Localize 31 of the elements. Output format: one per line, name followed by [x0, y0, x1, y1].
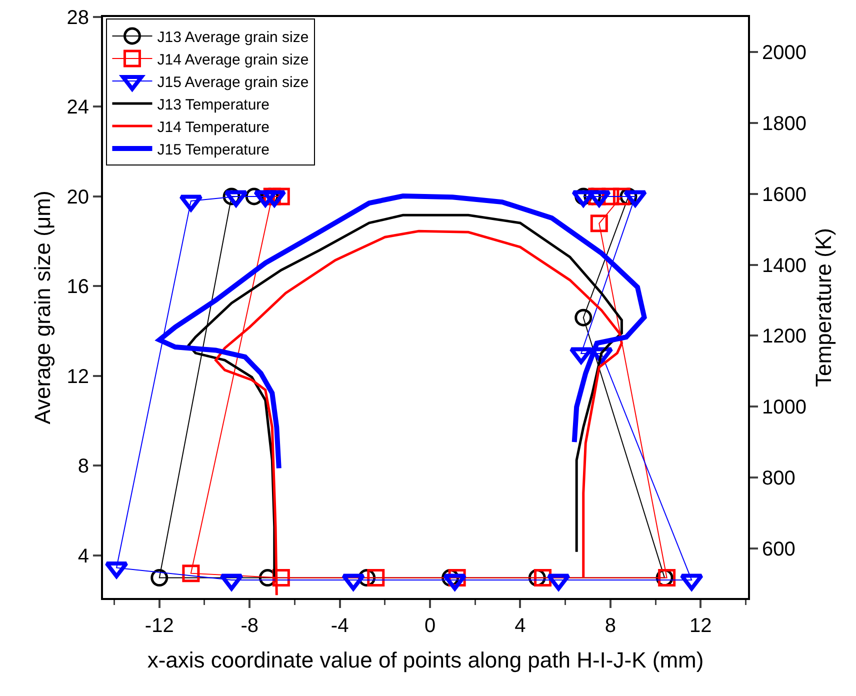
y-tick-label: 28 — [66, 7, 89, 29]
x-axis-title: x-axis coordinate value of points along path H-I-J-K (mm) — [147, 647, 704, 672]
x-tick-label: 8 — [604, 615, 616, 637]
y2-tick-label: 2000 — [762, 42, 806, 64]
legend-label: J13 Average grain size — [157, 28, 309, 46]
x-tick-label: 0 — [424, 615, 436, 637]
y2-tick-label: 1200 — [762, 326, 806, 348]
x-tick-label: 12 — [690, 615, 712, 637]
y-axis-title: Average grain size (μm) — [30, 190, 56, 424]
y2-axis-title: Temperature (K) — [810, 228, 836, 387]
legend-label: J14 Average grain size — [157, 51, 309, 68]
y-tick-label: 4 — [78, 545, 89, 568]
x-tick-label: -8 — [240, 615, 258, 637]
y-tick-label: 12 — [66, 366, 89, 388]
legend-label: J14 Temperature — [157, 118, 270, 136]
y2-tick-label: 1800 — [762, 112, 806, 135]
legend-label: J15 Average grain size — [157, 74, 309, 91]
y2-tick-label: 1600 — [762, 184, 806, 206]
y-tick-label: 8 — [78, 456, 89, 478]
y2-tick-label: 1400 — [762, 254, 806, 277]
x-tick-label: -12 — [144, 615, 174, 637]
y2-tick-label: 800 — [762, 467, 796, 490]
y-tick-label: 16 — [66, 276, 89, 298]
x-tick-label: 4 — [514, 615, 526, 637]
y2-tick-label: 600 — [762, 538, 796, 560]
legend-label: J13 Temperature — [157, 96, 270, 114]
y-tick-label: 20 — [66, 186, 89, 208]
y2-tick-label: 1000 — [762, 396, 806, 419]
y-tick-label: 24 — [66, 96, 89, 119]
legend-label: J15 Temperature — [157, 141, 270, 158]
x-tick-label: -4 — [330, 615, 349, 637]
